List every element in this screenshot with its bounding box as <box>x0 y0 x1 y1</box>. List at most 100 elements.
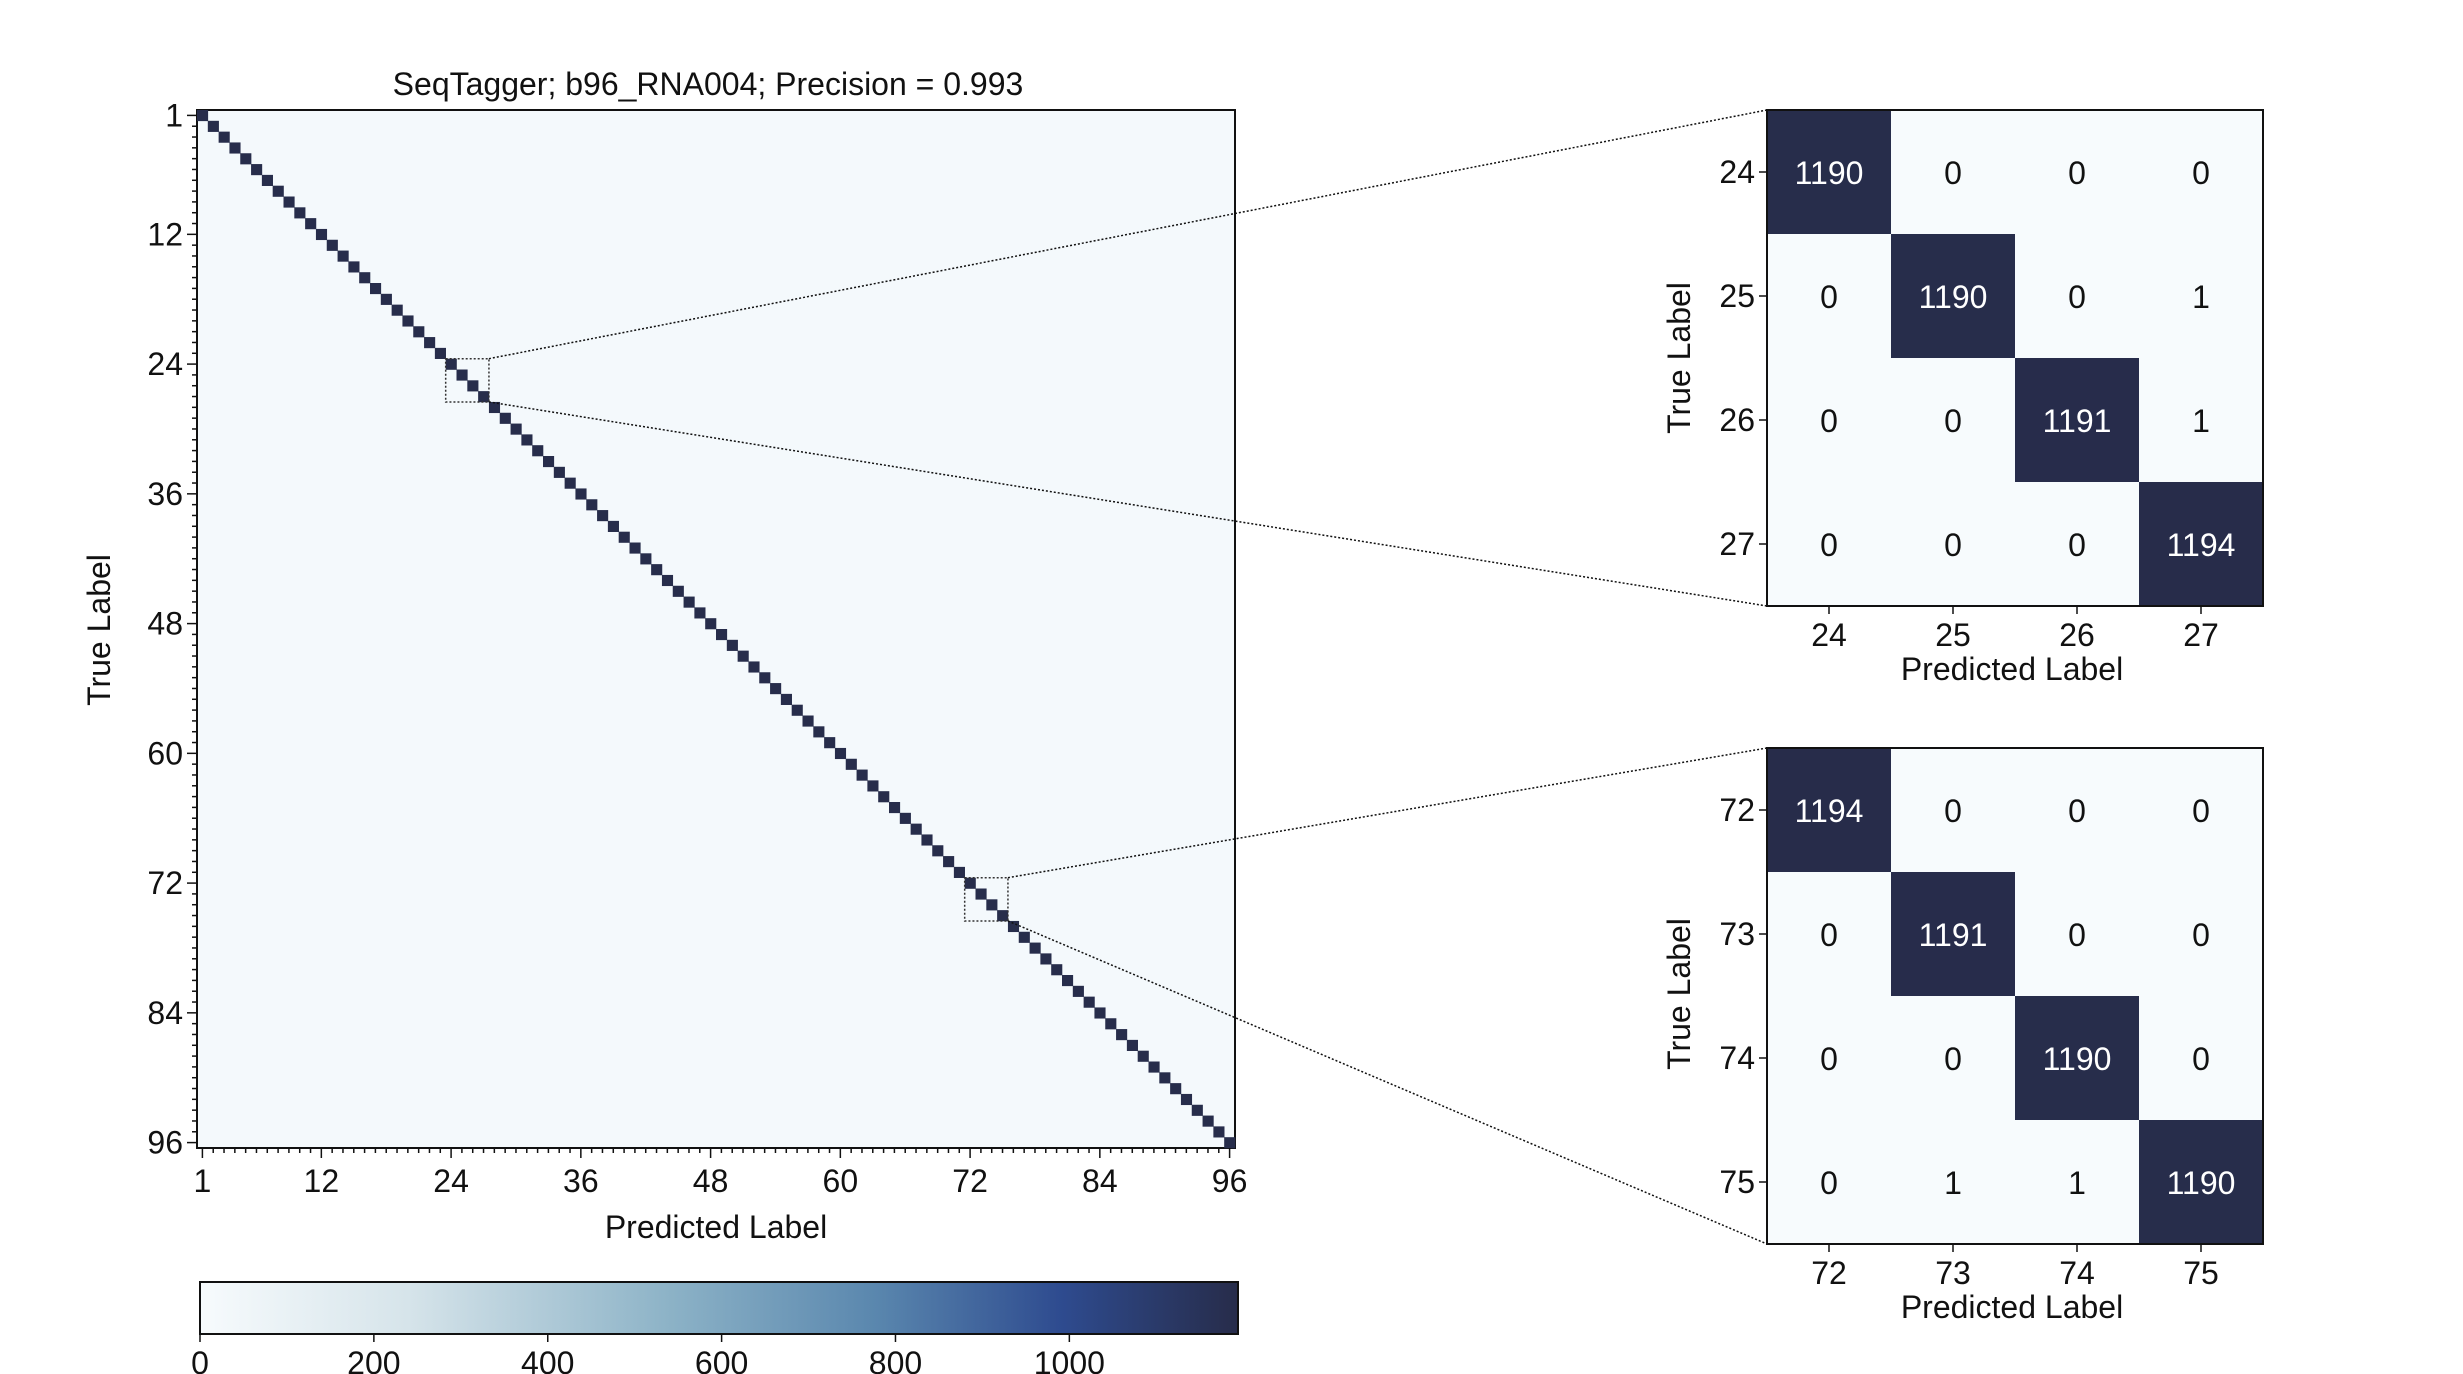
diagonal-cell-39 <box>607 520 619 532</box>
diagonal-cell-19 <box>391 304 403 316</box>
zoom-cell <box>1891 358 2016 483</box>
zoom-cell-value: 1191 <box>1919 917 1988 953</box>
zoom-cell <box>2015 358 2140 483</box>
zoom-cell-value: 0 <box>2068 527 2086 563</box>
diagonal-cell-10 <box>294 207 306 219</box>
diagonal-cell-44 <box>661 574 674 587</box>
diagonal-cell-70 <box>943 856 955 868</box>
diagonal-cell-6 <box>251 164 263 176</box>
zoom-frame <box>1766 747 2264 1245</box>
diagonal-cell-64 <box>878 791 890 803</box>
diagonal-cell-1 <box>197 110 209 122</box>
y-tick-label: 96 <box>147 1125 183 1161</box>
zoom-cell <box>2015 1120 2140 1245</box>
diagonal-cell-65 <box>889 802 901 814</box>
diagonal-cell-86 <box>1116 1029 1128 1041</box>
zoom-cell <box>1767 234 1892 359</box>
zoom-cell-value: 1190 <box>1795 155 1864 191</box>
diagonal-cell-82 <box>1072 985 1084 997</box>
zoom-cell <box>1767 872 1892 997</box>
zoom-cell <box>2139 358 2264 483</box>
main-title: SeqTagger; b96_RNA004; Precision = 0.993 <box>393 66 1024 102</box>
diagonal-cell-95 <box>1213 1126 1225 1138</box>
colorbar-tick-label: 0 <box>191 1345 209 1374</box>
zoom-cell-value: 1 <box>2192 279 2210 315</box>
y-tick-label: 84 <box>147 995 183 1031</box>
diagonal-cell-2 <box>207 120 219 132</box>
zoom-panel-24-27: 1190 0 0 0 0 1190 0 1 0 0 1191 1 0 0 0 1194 24 25 26 27 24… <box>1661 109 2264 687</box>
diagonal-cell-46 <box>683 596 695 608</box>
diagonal-cell-47 <box>694 607 706 619</box>
zoom-cell-value: 1190 <box>2043 1041 2112 1077</box>
x-tick-label: 12 <box>304 1163 340 1199</box>
zoom-cell <box>2139 872 2264 997</box>
diagonal-cell-30 <box>510 423 522 435</box>
colorbar-tick-label: 800 <box>869 1345 922 1374</box>
diagonal-cell-93 <box>1191 1104 1203 1116</box>
diagonal-cell-38 <box>597 510 609 522</box>
diagonal-cell-62 <box>856 769 868 781</box>
y-tick-label: 25 <box>1719 278 1755 314</box>
zoom-cell-value: 0 <box>2192 1041 2210 1077</box>
diagonal-cell-79 <box>1040 953 1052 965</box>
colorbar-tick-label: 1000 <box>1034 1345 1105 1374</box>
diagonal-cell-87 <box>1126 1039 1138 1051</box>
diagonal-cell-80 <box>1051 964 1063 976</box>
diagonal-cell-9 <box>283 196 295 208</box>
diagonal-cell-32 <box>532 445 544 457</box>
diagonal-cell-78 <box>1029 942 1041 954</box>
x-tick-label: 25 <box>1935 617 1971 653</box>
diagonal-cell-90 <box>1159 1072 1171 1084</box>
diagonal-cell-74 <box>986 899 998 911</box>
zoom1-y-tick-labels: 24 25 26 27 <box>1719 154 1767 562</box>
zoom2-y-axis-label: True Label <box>1661 918 1697 1070</box>
zoom-cell <box>2139 748 2264 873</box>
diagonal-cell-81 <box>1062 975 1074 987</box>
zoom1-x-axis-label: Predicted Label <box>1901 651 2123 687</box>
diagonal-cell-15 <box>348 261 360 273</box>
zoom-cell-value: 1 <box>1944 1165 1962 1201</box>
y-tick-label: 24 <box>147 346 183 382</box>
diagonal-cell-54 <box>770 683 782 695</box>
zoom-cell <box>2015 110 2140 235</box>
diagonal-cell-25 <box>456 369 468 381</box>
diagonal-cell-42 <box>640 553 652 565</box>
diagonal-cell-31 <box>521 434 533 446</box>
zoom-cell <box>1767 482 1892 607</box>
diagonal-cell-18 <box>380 293 392 305</box>
diagonal-cell-53 <box>759 672 771 684</box>
colorbar-tick-label: 200 <box>347 1345 400 1374</box>
zoom-cell <box>1891 234 2016 359</box>
diagonal-cell-77 <box>1018 931 1030 943</box>
x-tick-label: 74 <box>2059 1255 2095 1291</box>
zoom2-y-tick-labels: 72 73 74 75 <box>1719 792 1767 1200</box>
zoom-cell-value: 1190 <box>2167 1165 2236 1201</box>
zoom-cell-value: 0 <box>1820 1165 1838 1201</box>
diagonal-cell-40 <box>618 531 630 543</box>
diagonal-cell-75 <box>997 910 1009 922</box>
diagonal-cell-56 <box>791 704 803 716</box>
zoom-connector-lines <box>488 109 1768 1245</box>
main-diagonal-cells <box>197 110 1236 1149</box>
diagonal-cell-69 <box>932 845 944 857</box>
x-tick-label: 75 <box>2183 1255 2219 1291</box>
diagonal-cell-85 <box>1105 1018 1117 1030</box>
diagonal-cell-23 <box>434 347 446 359</box>
diagonal-cell-14 <box>337 250 349 262</box>
diagonal-cell-96 <box>1224 1137 1236 1149</box>
colorbar-tick-label: 600 <box>695 1345 748 1374</box>
diagonal-cell-57 <box>802 715 814 727</box>
x-tick-label: 72 <box>952 1163 988 1199</box>
diagonal-cell-26 <box>467 380 479 392</box>
zoom2-cells: 1194 0 0 0 0 1191 0 0 0 0 1190 0 0 1 1 1190 <box>1766 747 2264 1245</box>
zoom-cell-value: 0 <box>2068 279 2086 315</box>
y-tick-label: 75 <box>1719 1164 1755 1200</box>
zoom-cell-value: 1190 <box>1919 279 1988 315</box>
zoom-cell <box>2015 482 2140 607</box>
diagonal-cell-61 <box>845 758 857 770</box>
y-tick-label: 1 <box>165 97 183 133</box>
zoom-cell-value: 0 <box>2068 917 2086 953</box>
zoom-cell-value: 0 <box>1820 1041 1838 1077</box>
diagonal-cell-3 <box>218 131 230 143</box>
